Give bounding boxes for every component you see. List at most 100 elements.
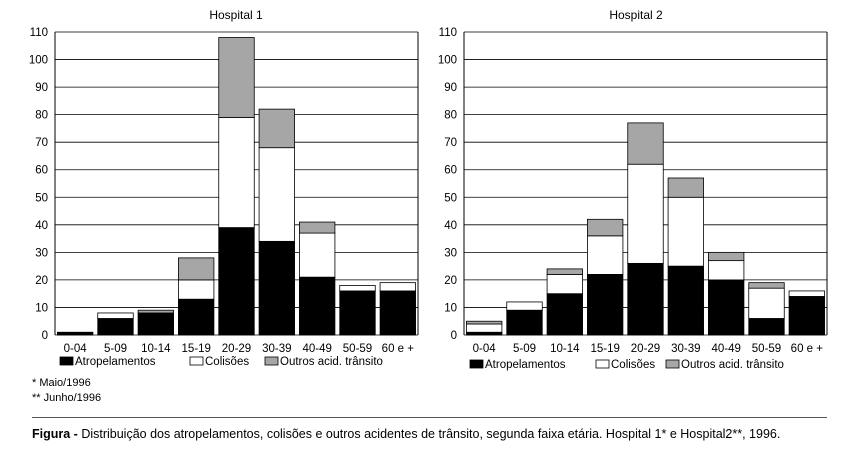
chart-2-y-tick-label: 40 bbox=[444, 220, 457, 232]
chart-1-y-tick-label: 80 bbox=[35, 110, 48, 122]
chart-2-bar-segment bbox=[587, 218, 624, 237]
chart-2-x-tick-label: 40-49 bbox=[711, 343, 740, 355]
chart-2-bar-segment bbox=[587, 235, 624, 275]
caption-label: Figura - bbox=[32, 427, 78, 441]
chart-1-legend-swatch bbox=[264, 356, 279, 366]
chart-2-legend-swatch bbox=[665, 359, 680, 369]
chart-1-bar-segment bbox=[258, 108, 295, 149]
chart-2-title: Hospital 2 bbox=[609, 8, 663, 22]
chart-1-bar-segment bbox=[137, 309, 174, 314]
chart-1-bar-segment bbox=[379, 282, 416, 292]
chart-1-bar-segment bbox=[258, 240, 295, 336]
chart-1-x-tick-label: 50-59 bbox=[343, 343, 372, 355]
chart-2-x-tick-label: 10-14 bbox=[550, 343, 580, 355]
chart-2-bar-segment bbox=[546, 293, 583, 336]
chart-1-x-tick-label: 15-19 bbox=[181, 343, 210, 355]
chart-2-bar-segment bbox=[667, 265, 704, 336]
chart-1-bar-segment bbox=[379, 290, 416, 336]
chart-1-y-tick-label: 20 bbox=[35, 275, 48, 287]
chart-2-bar-segment bbox=[546, 273, 583, 295]
chart-2-legend-label: Outros acid. trânsito bbox=[681, 359, 784, 371]
chart-1-x-tick-label: 30-39 bbox=[262, 343, 291, 355]
chart-2-x-tick-label: 20-29 bbox=[631, 343, 660, 355]
chart-2-bar-segment bbox=[708, 251, 745, 262]
chart-2-y-tick-label: 90 bbox=[444, 82, 457, 94]
chart-2-y-tick-label: 110 bbox=[439, 27, 457, 39]
chart-2-y-tick-label: 70 bbox=[444, 137, 457, 149]
chart-1-y-tick-label: 10 bbox=[35, 302, 48, 314]
chart-1-bar-segment bbox=[299, 221, 336, 234]
chart-1-legend-label: Colisões bbox=[205, 356, 249, 368]
chart-2-y-tick-label: 50 bbox=[444, 192, 457, 204]
chart-1-title: Hospital 1 bbox=[209, 8, 263, 22]
chart-2-y-tick-label: 60 bbox=[444, 165, 457, 177]
chart-1-x-tick-label: 40-49 bbox=[302, 343, 331, 355]
chart-1-y-tick-label: 60 bbox=[35, 165, 48, 177]
chart-1-y-tick-label: 30 bbox=[35, 247, 48, 259]
caption-divider bbox=[32, 417, 827, 418]
chart-2-bar-segment bbox=[748, 282, 785, 289]
chart-2-bar-segment bbox=[667, 177, 704, 198]
chart-2-bar-segment bbox=[708, 260, 745, 281]
chart-2-x-tick-label: 15-19 bbox=[590, 343, 619, 355]
footnote-hospital-1: * Maio/1996 bbox=[32, 377, 91, 389]
chart-2-bar-segment bbox=[506, 301, 543, 311]
chart-1-legend-swatch bbox=[189, 356, 204, 366]
chart-2-x-tick-label: 30-39 bbox=[671, 343, 700, 355]
chart-2-bar-segment bbox=[748, 287, 785, 319]
chart-1-x-tick-label: 10-14 bbox=[141, 343, 171, 355]
chart-1-x-tick-label: 5-09 bbox=[104, 343, 127, 355]
chart-1-legend-swatch bbox=[59, 356, 74, 366]
chart-1-x-tick-label: 0-04 bbox=[64, 343, 88, 355]
chart-1-y-tick-label: 90 bbox=[35, 82, 48, 94]
chart-1-bar-segment bbox=[178, 298, 215, 336]
chart-2-x-tick-label: 5-09 bbox=[513, 343, 536, 355]
chart-2-bar-segment bbox=[627, 163, 664, 264]
chart-2-bar-segment bbox=[546, 268, 583, 275]
chart-1-bar-segment bbox=[218, 37, 255, 118]
chart-1-y-tick-label: 70 bbox=[35, 137, 48, 149]
chart-2-bar-segment bbox=[466, 320, 503, 325]
chart-2-x-tick-label: 60 e + bbox=[791, 343, 824, 355]
chart-2-bar-segment bbox=[587, 273, 624, 336]
chart-1-bar-segment bbox=[97, 318, 134, 336]
chart-1-y-tick-label: 110 bbox=[30, 27, 48, 39]
chart-1-bar-segment bbox=[299, 232, 336, 278]
chart-2-bar-segment bbox=[506, 309, 543, 336]
chart-1-bar-segment bbox=[137, 312, 174, 336]
chart-2-legend-swatch bbox=[469, 359, 484, 369]
chart-2-bar-segment bbox=[466, 323, 503, 333]
chart-1-bar-segment bbox=[299, 276, 336, 336]
chart-2-legend-label: Atropelamentos bbox=[485, 359, 566, 371]
chart-1-y-tick-label: 0 bbox=[42, 330, 48, 342]
chart-2-bar-segment bbox=[748, 318, 785, 336]
chart-1-y-tick-label: 100 bbox=[29, 55, 48, 67]
caption-text: Distribuição dos atropelamentos, colisõe… bbox=[77, 427, 781, 441]
charts-figure: Hospital 1 0 10 20 30 40 50 60 70 80 90 100 110 0-04 5… bbox=[29, 8, 828, 371]
chart-1-x-tick-label: 60 e + bbox=[382, 343, 415, 355]
chart-1-bar-segment bbox=[218, 116, 255, 228]
chart-2-y-tick-label: 100 bbox=[438, 55, 457, 67]
chart-1-bar-segment bbox=[339, 290, 376, 336]
chart-2-y-tick-label: 30 bbox=[444, 247, 457, 259]
chart-1-bar-segment bbox=[178, 257, 215, 281]
chart-2-y-tick-label: 10 bbox=[444, 302, 457, 314]
chart-1-bar-segment bbox=[57, 331, 94, 336]
chart-2-legend-label: Colisões bbox=[611, 359, 655, 371]
chart-1-bar-segment bbox=[218, 227, 255, 336]
chart-1-legend-label: Outros acid. trânsito bbox=[280, 356, 383, 368]
chart-2-bar-segment bbox=[788, 296, 825, 336]
chart-2-x-tick-label: 0-04 bbox=[473, 343, 497, 355]
chart-2-bar-segment bbox=[788, 290, 825, 297]
footnote-hospital-2: ** Junho/1996 bbox=[32, 392, 102, 404]
chart-1-legend-label: Atropelamentos bbox=[75, 356, 156, 368]
chart-1-bar-segment bbox=[258, 147, 295, 242]
chart-2-bar-segment bbox=[627, 262, 664, 336]
chart-2-bar-segment bbox=[466, 331, 503, 336]
chart-1-x-tick-label: 20-29 bbox=[222, 343, 251, 355]
chart-2-y-tick-label: 20 bbox=[444, 275, 457, 287]
chart-2-legend-swatch bbox=[595, 359, 610, 369]
chart-1-y-tick-label: 40 bbox=[35, 220, 48, 232]
chart-2-y-tick-label: 80 bbox=[444, 110, 457, 122]
chart-1-bar-segment bbox=[178, 279, 215, 300]
